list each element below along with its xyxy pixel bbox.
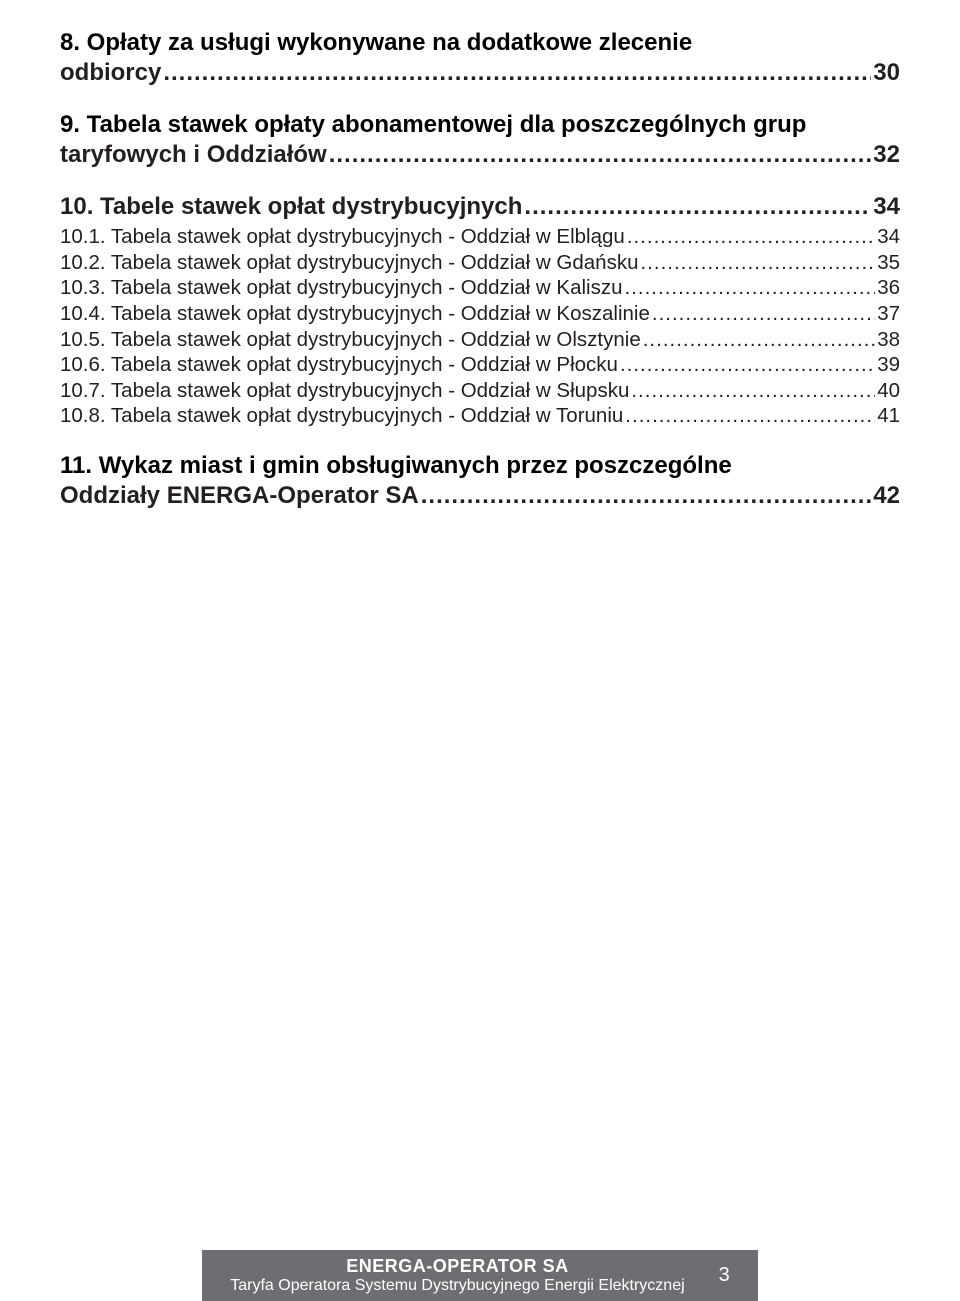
toc-page-number: 34 — [877, 225, 900, 249]
toc-leader-dots: ........................................… — [631, 379, 875, 403]
toc-page-number: 42 — [873, 482, 900, 510]
toc-subitem-label: 10.4. Tabela stawek opłat dystrybucyjnyc… — [60, 301, 650, 327]
toc-page-number: 37 — [877, 302, 900, 326]
toc-subitem: 10.3. Tabela stawek opłat dystrybucyjnyc… — [60, 275, 900, 301]
toc-leader-dots: ........................................… — [524, 193, 871, 221]
toc-page-number: 35 — [877, 251, 900, 275]
toc-page-number: 32 — [873, 141, 900, 169]
toc-heading-line1: 9. Tabela stawek opłaty abonamentowej dl… — [60, 110, 900, 140]
toc-subitem-label: 10.5. Tabela stawek opłat dystrybucyjnyc… — [60, 327, 641, 353]
toc-subitem: 10.8. Tabela stawek opłat dystrybucyjnyc… — [60, 403, 900, 429]
toc-page-number: 38 — [877, 328, 900, 352]
toc-section-10-items: 10.1. Tabela stawek opłat dystrybucyjnyc… — [60, 224, 900, 429]
toc-section-11: 11. Wykaz miast i gmin obsługiwanych prz… — [60, 451, 900, 511]
footer-subtitle: Taryfa Operatora Systemu Dystrybucyjnego… — [230, 1277, 684, 1295]
toc-heading: 10. Tabele stawek opłat dystrybucyjnych — [60, 192, 522, 222]
toc-subitem-label: 10.3. Tabela stawek opłat dystrybucyjnyc… — [60, 275, 623, 301]
toc-heading-line1: 11. Wykaz miast i gmin obsługiwanych prz… — [60, 451, 900, 481]
toc-subitem: 10.7. Tabela stawek opłat dystrybucyjnyc… — [60, 378, 900, 404]
footer-band: ENERGA-OPERATOR SA Taryfa Operatora Syst… — [202, 1250, 758, 1301]
toc-page-number: 34 — [873, 193, 900, 221]
toc-page-number: 41 — [877, 404, 900, 428]
toc-page-number: 36 — [877, 276, 900, 300]
toc-leader-dots: ........................................… — [620, 353, 875, 377]
toc-page-number: 30 — [873, 59, 900, 87]
toc-page-number: 39 — [877, 353, 900, 377]
footer-text-block: ENERGA-OPERATOR SA Taryfa Operatora Syst… — [230, 1256, 684, 1295]
toc-subitem-label: 10.8. Tabela stawek opłat dystrybucyjnyc… — [60, 403, 623, 429]
toc-leader-dots: ........................................… — [625, 404, 875, 428]
toc-leader-dots: ........................................… — [627, 225, 875, 249]
toc-section-10: 10. Tabele stawek opłat dystrybucyjnych … — [60, 192, 900, 222]
toc-leader-dots: ........................................… — [652, 302, 875, 326]
toc-subitem: 10.2. Tabela stawek opłat dystrybucyjnyc… — [60, 250, 900, 276]
footer-company: ENERGA-OPERATOR SA — [230, 1256, 684, 1277]
toc-subitem-label: 10.1. Tabela stawek opłat dystrybucyjnyc… — [60, 224, 625, 250]
toc-leader-dots: ........................................… — [329, 141, 872, 169]
toc-section-9: 9. Tabela stawek opłaty abonamentowej dl… — [60, 110, 900, 170]
toc-page-number: 40 — [877, 379, 900, 403]
document-page: 8. Opłaty za usługi wykonywane na dodatk… — [0, 0, 960, 1301]
toc-subitem-label: 10.7. Tabela stawek opłat dystrybucyjnyc… — [60, 378, 629, 404]
toc-subitem-label: 10.6. Tabela stawek opłat dystrybucyjnyc… — [60, 352, 618, 378]
toc-heading-line2: Oddziały ENERGA-Operator SA — [60, 481, 419, 511]
toc-heading-line2: taryfowych i Oddziałów — [60, 140, 327, 170]
toc-subitem: 10.1. Tabela stawek opłat dystrybucyjnyc… — [60, 224, 900, 250]
toc-leader-dots: ........................................… — [643, 328, 875, 352]
toc-heading-line1: 8. Opłaty za usługi wykonywane na dodatk… — [60, 28, 900, 58]
toc-leader-dots: ........................................… — [640, 251, 875, 275]
toc-leader-dots: ........................................… — [163, 59, 871, 87]
toc-subitem: 10.4. Tabela stawek opłat dystrybucyjnyc… — [60, 301, 900, 327]
toc-leader-dots: ........................................… — [625, 276, 876, 300]
toc-leader-dots: ........................................… — [421, 482, 872, 510]
toc-heading-line2: odbiorcy — [60, 58, 161, 88]
toc-subitem: 10.5. Tabela stawek opłat dystrybucyjnyc… — [60, 327, 900, 353]
toc-section-8: 8. Opłaty za usługi wykonywane na dodatk… — [60, 28, 900, 88]
page-footer: ENERGA-OPERATOR SA Taryfa Operatora Syst… — [0, 1250, 960, 1301]
footer-page-number: 3 — [719, 1264, 730, 1287]
toc-subitem: 10.6. Tabela stawek opłat dystrybucyjnyc… — [60, 352, 900, 378]
toc-subitem-label: 10.2. Tabela stawek opłat dystrybucyjnyc… — [60, 250, 638, 276]
